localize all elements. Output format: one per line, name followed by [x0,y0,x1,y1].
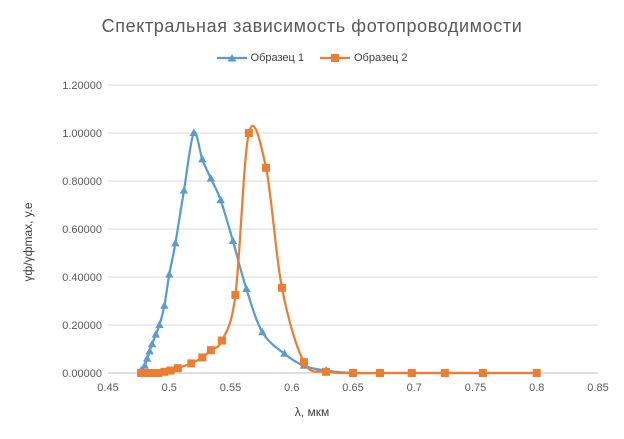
y-tick-label-4: 0.80000 [62,176,102,188]
series-2-point-18 [375,369,384,377]
x-tick-label-2: 0.55 [220,382,241,394]
legend-label-series-1: Образец 1 [250,52,304,64]
x-tick-label-3: 0.6 [284,382,299,394]
series-1-point-6 [155,320,164,328]
series-1-point-17 [258,327,267,336]
series-2-point-1 [143,369,152,377]
y-tick-label-1: 0.20000 [62,320,102,332]
legend-item-series-1: Образец 1 [216,52,304,64]
y-tick-label-0: 0.00000 [62,368,102,380]
legend-item-series-2: Образец 2 [320,52,407,64]
series-2-point-20 [440,369,449,377]
series-2-point-2 [148,369,157,377]
x-tick-label-8: 0.85 [587,382,608,394]
series-1-point-5 [151,330,160,338]
x-tick-label-7: 0.8 [529,382,544,394]
legend-marker-series-1 [216,54,247,62]
series-2-point-7 [187,359,196,368]
series-1-point-14 [216,195,225,204]
series-2-point-21 [478,369,487,377]
series-1-point-9 [171,238,180,247]
x-tick-label-5: 0.7 [407,382,422,394]
legend-label-series-2: Образец 2 [354,52,408,64]
x-axis-label: λ, мкм [294,405,330,419]
series-2-point-13 [262,163,271,172]
series-1-point-18 [280,349,289,357]
series-1-point-3 [145,346,154,355]
series-1-point-11 [189,128,198,136]
series-1-point-10 [179,186,189,194]
series-1-point-1 [140,361,149,369]
series-2-point-4 [160,367,169,376]
series-2-point-19 [407,369,416,377]
y-tick-label-2: 0.40000 [62,272,102,284]
series-2-point-9 [206,346,215,355]
x-tick-label-6: 0.75 [465,382,486,394]
series-1-point-13 [206,174,216,182]
series-1-point-15 [228,236,238,244]
series-2-point-10 [217,336,226,345]
series-1-point-7 [160,301,169,309]
series-2-point-5 [166,366,175,375]
series-1-point-2 [143,354,152,362]
x-tick-label-0: 0.45 [97,382,118,394]
series-2-point-8 [198,353,207,362]
series-1-point-4 [147,339,157,348]
series-2-point-22 [532,369,541,377]
series-2-point-15 [300,358,308,367]
series-2-point-12 [244,129,253,137]
y-tick-label-5: 1.00000 [62,128,102,140]
x-tick-label-4: 0.65 [342,382,363,394]
legend: Образец 1 Образец 2 [0,52,624,64]
series-1-point-12 [198,154,207,163]
legend-marker-series-2 [320,54,350,62]
series-2-point-11 [231,291,240,299]
y-tick-label-6: 1.20000 [62,80,102,92]
series-2-point-16 [322,367,331,376]
series-1-line [140,131,537,375]
series-1-point-16 [242,284,251,292]
series-2-point-14 [277,283,286,292]
chart-title: Спектральная зависимость фотопроводимост… [101,16,523,36]
series-2-point-3 [154,369,163,377]
x-tick-label-1: 0.5 [162,382,177,394]
series-2-point-0 [137,369,146,377]
series-2-point-17 [349,369,357,377]
series-2-line [141,124,537,375]
y-tick-label-3: 0.60000 [62,224,102,236]
series-2-point-6 [173,364,182,373]
series-1-point-8 [165,270,174,278]
